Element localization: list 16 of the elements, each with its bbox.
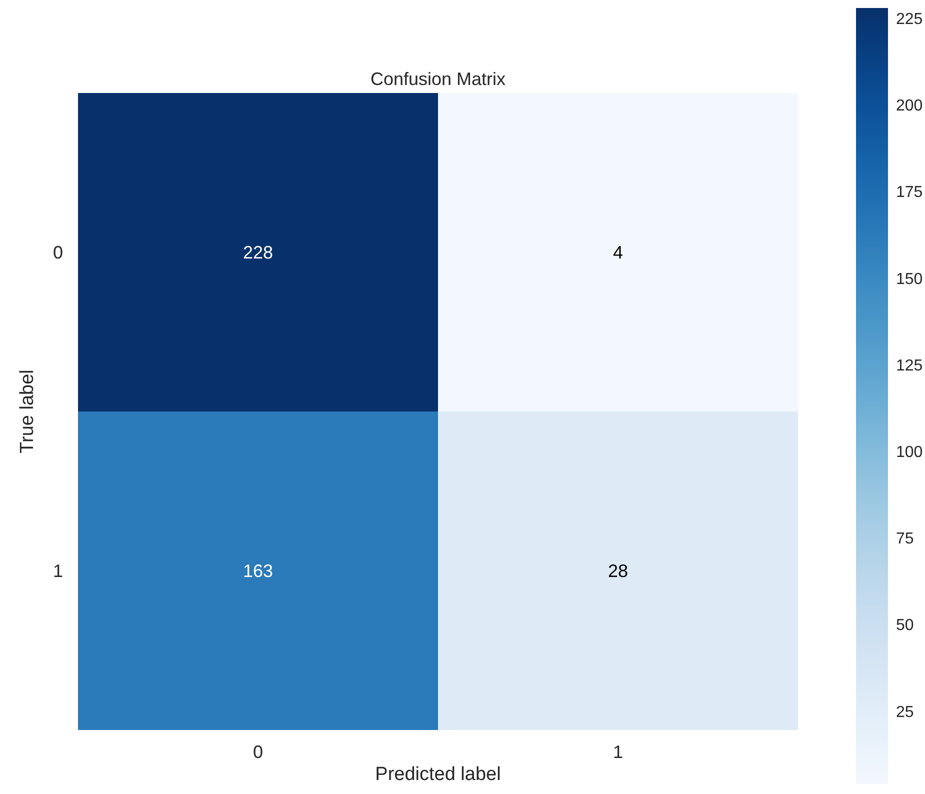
color-bar-label: 75 bbox=[896, 530, 914, 548]
color-bar-label: 100 bbox=[896, 444, 923, 462]
data-label: 28 bbox=[608, 561, 628, 582]
color-bar-label: 225 bbox=[896, 10, 923, 28]
color-bar-label: 50 bbox=[896, 617, 914, 634]
data-label: 4 bbox=[612, 242, 624, 263]
y-axis-title: True label bbox=[17, 370, 38, 454]
color-bar-label: 175 bbox=[896, 184, 923, 202]
chart-title: Confusion Matrix bbox=[370, 69, 506, 89]
color-bar-label: 150 bbox=[896, 270, 923, 288]
data-label: 228 bbox=[242, 242, 274, 263]
color-bar-label: 125 bbox=[896, 357, 923, 374]
color-bar-label: 25 bbox=[896, 704, 914, 721]
data-label: 163 bbox=[242, 561, 274, 582]
color-bar-label: 200 bbox=[896, 98, 923, 115]
x-axis-title: Predicted label bbox=[375, 764, 501, 785]
